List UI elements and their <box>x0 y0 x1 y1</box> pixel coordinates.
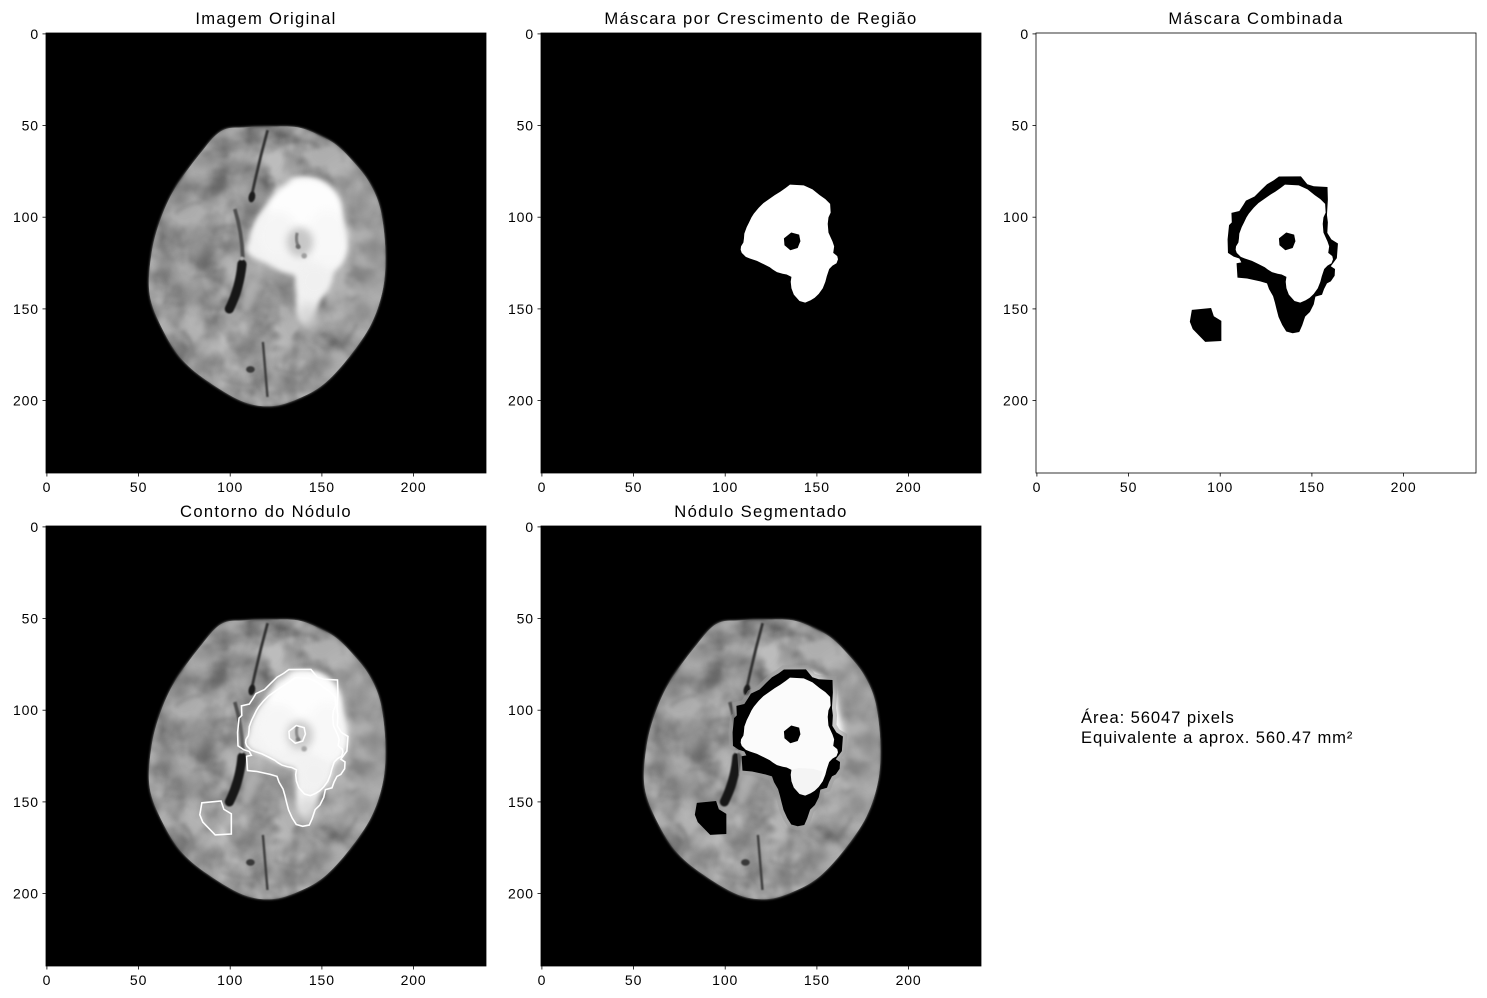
svg-text:Nódulo Segmentado: Nódulo Segmentado <box>674 501 847 520</box>
svg-text:150: 150 <box>508 793 534 809</box>
svg-text:Imagem Original: Imagem Original <box>195 9 336 28</box>
svg-text:0: 0 <box>538 971 547 987</box>
svg-text:200: 200 <box>1003 393 1029 409</box>
svg-text:150: 150 <box>309 479 335 495</box>
svg-text:50: 50 <box>625 479 642 495</box>
svg-text:50: 50 <box>22 610 39 626</box>
svg-text:100: 100 <box>1003 209 1029 225</box>
svg-text:150: 150 <box>13 301 39 317</box>
svg-text:100: 100 <box>13 702 39 718</box>
svg-text:50: 50 <box>517 118 534 134</box>
svg-text:0: 0 <box>43 971 52 987</box>
svg-text:0: 0 <box>1020 26 1029 42</box>
svg-text:50: 50 <box>130 971 147 987</box>
svg-text:200: 200 <box>508 393 534 409</box>
svg-text:100: 100 <box>508 209 534 225</box>
svg-text:200: 200 <box>13 393 39 409</box>
svg-text:150: 150 <box>508 301 534 317</box>
svg-text:0: 0 <box>538 479 547 495</box>
svg-text:50: 50 <box>1011 118 1028 134</box>
svg-text:200: 200 <box>13 885 39 901</box>
svg-text:200: 200 <box>401 479 427 495</box>
svg-text:100: 100 <box>712 971 738 987</box>
svg-text:100: 100 <box>217 971 243 987</box>
svg-text:0: 0 <box>30 26 39 42</box>
svg-text:50: 50 <box>517 610 534 626</box>
svg-text:100: 100 <box>217 479 243 495</box>
svg-text:Máscara Combinada: Máscara Combinada <box>1168 9 1343 28</box>
svg-text:150: 150 <box>13 793 39 809</box>
svg-text:50: 50 <box>1120 479 1137 495</box>
svg-text:150: 150 <box>1003 301 1029 317</box>
svg-text:50: 50 <box>22 118 39 134</box>
svg-text:100: 100 <box>712 479 738 495</box>
svg-text:100: 100 <box>13 209 39 225</box>
svg-text:150: 150 <box>309 971 335 987</box>
svg-text:200: 200 <box>508 885 534 901</box>
svg-text:150: 150 <box>804 479 830 495</box>
svg-text:200: 200 <box>1390 479 1416 495</box>
svg-text:200: 200 <box>401 971 427 987</box>
svg-text:200: 200 <box>896 479 922 495</box>
svg-text:200: 200 <box>896 971 922 987</box>
svg-text:0: 0 <box>525 518 534 534</box>
svg-text:0: 0 <box>1032 479 1041 495</box>
svg-text:50: 50 <box>130 479 147 495</box>
svg-text:Máscara por Crescimento de Reg: Máscara por Crescimento de Região <box>604 9 917 28</box>
svg-text:Contorno do Nódulo: Contorno do Nódulo <box>180 501 352 520</box>
svg-text:100: 100 <box>1207 479 1233 495</box>
svg-text:0: 0 <box>43 479 52 495</box>
svg-text:150: 150 <box>804 971 830 987</box>
svg-text:50: 50 <box>625 971 642 987</box>
svg-text:100: 100 <box>508 702 534 718</box>
svg-text:0: 0 <box>525 26 534 42</box>
svg-text:0: 0 <box>30 518 39 534</box>
svg-text:150: 150 <box>1299 479 1325 495</box>
